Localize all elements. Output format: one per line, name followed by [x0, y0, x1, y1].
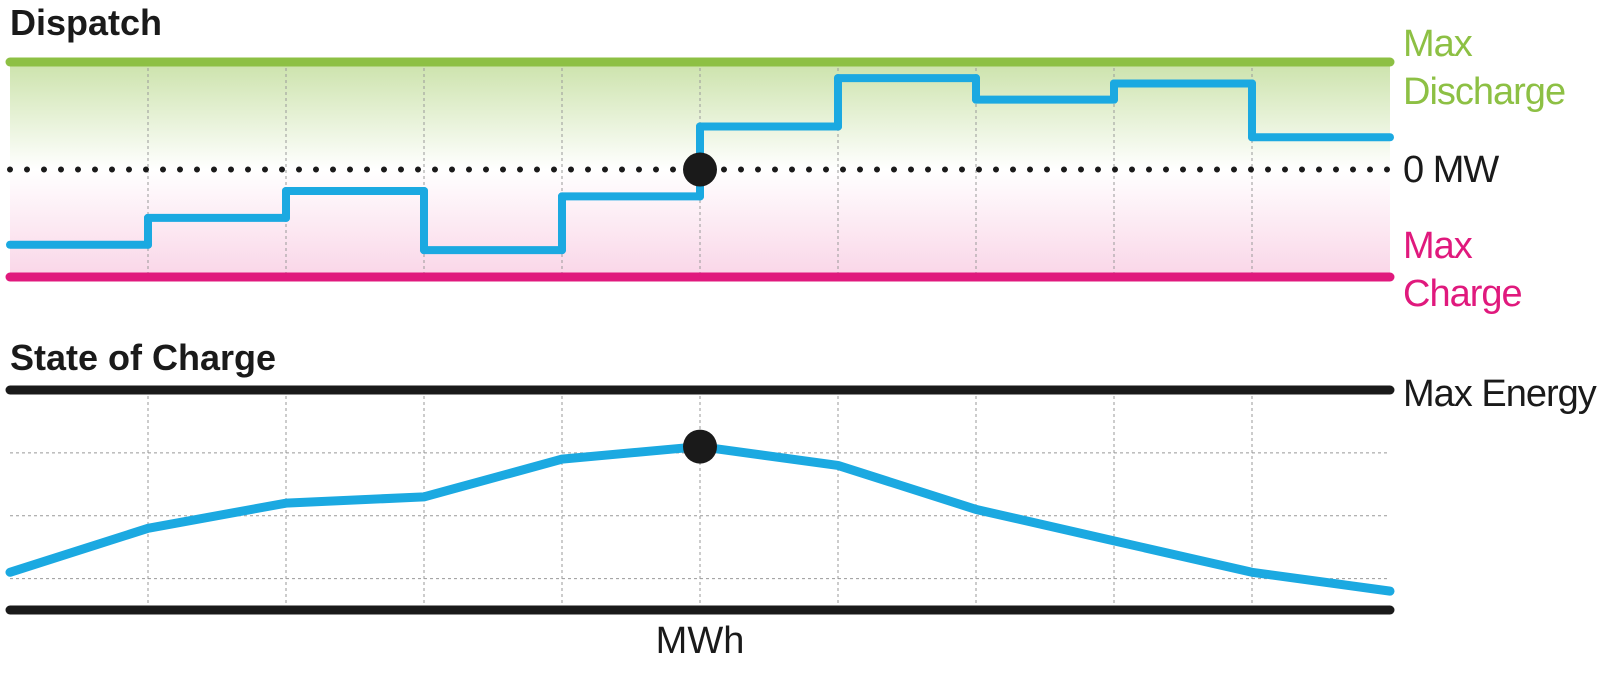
marker-dot [683, 429, 717, 464]
x-axis-label: MWh [655, 620, 745, 662]
y-tick-label: Max Energy [1403, 373, 1597, 415]
y-tick-label: 0 MW [1403, 148, 1499, 191]
marker-dot [683, 152, 717, 187]
chart-title: State of Charge [10, 337, 277, 378]
chart-title: Dispatch [10, 2, 163, 43]
y-tick-label: Max Discharge [1403, 23, 1566, 113]
y-tick-label: Max Charge [1403, 225, 1523, 315]
